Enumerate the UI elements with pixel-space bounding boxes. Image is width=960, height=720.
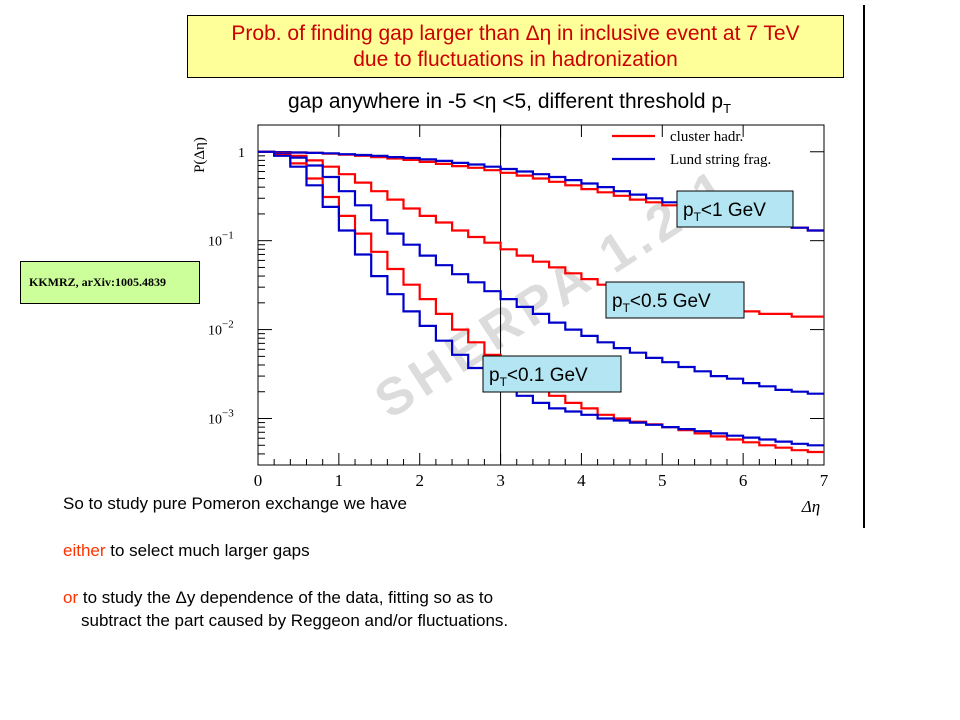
x-tick-label: 3	[496, 471, 505, 490]
bullet-or-line2: subtract the part caused by Reggeon and/…	[81, 611, 509, 630]
x-tick-label: 2	[415, 471, 424, 490]
annotation-box	[676, 190, 794, 228]
bullet-pomeron: So to study pure Pomeron exchange we hav…	[63, 494, 407, 513]
legend-label: Lund string frag.	[670, 152, 771, 168]
y-tick-label: 10−2	[208, 319, 234, 339]
bullet-either-text: to select much larger gaps	[105, 541, 310, 560]
annotation-box	[482, 355, 622, 393]
y-tick-label: 10−1	[208, 230, 234, 250]
slide-title-line2: due to fluctuations in hadronization	[353, 48, 678, 71]
slide-divider-line	[863, 5, 865, 528]
plot-frame	[257, 124, 825, 466]
annotation-label: pT<1 GeV	[683, 200, 766, 224]
bullet-either-keyword: either	[63, 541, 106, 560]
x-tick-label: 6	[739, 471, 748, 490]
y-axis-label: P(Δη)	[192, 137, 208, 173]
x-tick-label: 1	[335, 471, 344, 490]
x-tick-label: 5	[658, 471, 667, 490]
reference-box: KKMRZ, arXiv:1005.4839	[20, 261, 200, 304]
bullet-or: or to study the Δy dependence of the dat…	[63, 588, 493, 608]
bullet-or-text: to study the Δy dependence of the data, …	[78, 588, 494, 607]
bullet-either: either to select much larger gaps	[63, 541, 310, 561]
chart-subtitle-sub: T	[723, 101, 732, 117]
bullet-or-keyword: or	[63, 588, 79, 607]
chart-subtitle-text: gap anywhere in -5 <η <5, different thre…	[288, 90, 724, 113]
x-axis-label: Δη	[801, 497, 820, 516]
annotation-label: pT<0.5 GeV	[612, 291, 711, 315]
x-tick-label: 7	[820, 471, 829, 490]
y-tick-label: 1	[238, 146, 245, 161]
x-tick-label: 0	[254, 471, 263, 490]
chart-subtitle: gap anywhere in -5 <η <5, different thre…	[288, 90, 731, 116]
series-line	[258, 150, 824, 447]
legend-label: cluster hadr.	[670, 129, 743, 145]
slide-title-box: Prob. of finding gap larger than Δη in i…	[187, 15, 844, 78]
annotation-label: pT<0.1 GeV	[489, 365, 588, 389]
series-line	[258, 150, 824, 395]
slide-title-line1: Prob. of finding gap larger than Δη in i…	[231, 22, 800, 45]
annotation-box	[605, 281, 745, 319]
x-tick-label: 4	[577, 471, 586, 490]
y-tick-label: 10−3	[208, 408, 234, 428]
